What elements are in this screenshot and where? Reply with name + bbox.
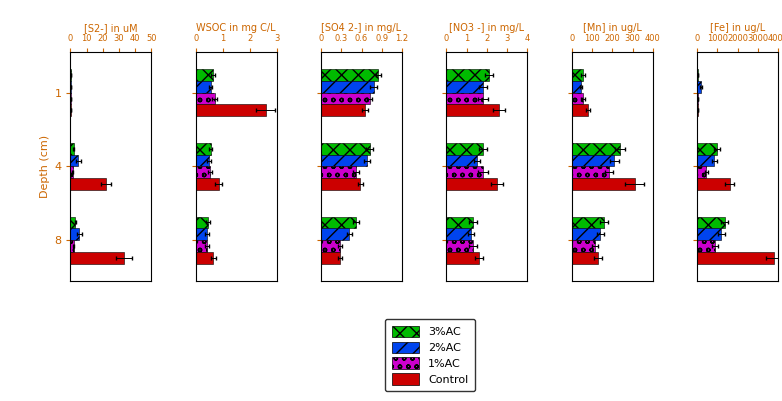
Bar — [70, 178, 106, 190]
Bar — [572, 217, 604, 228]
Bar — [698, 252, 774, 264]
Bar — [447, 69, 489, 81]
Bar — [447, 240, 473, 252]
Bar — [321, 93, 370, 105]
Bar — [196, 217, 208, 228]
Bar — [698, 143, 717, 155]
Bar — [70, 217, 75, 228]
Bar — [447, 217, 473, 228]
Bar — [447, 81, 482, 93]
Bar — [698, 217, 724, 228]
Bar — [447, 166, 482, 178]
Bar — [321, 166, 356, 178]
X-axis label: [Mn] in ug/L: [Mn] in ug/L — [583, 23, 642, 33]
Bar — [70, 81, 71, 93]
Bar — [321, 155, 367, 166]
Bar — [321, 240, 340, 252]
Bar — [447, 178, 497, 190]
Bar — [698, 155, 715, 166]
Bar — [70, 69, 71, 81]
Bar — [196, 143, 210, 155]
Bar — [70, 155, 78, 166]
Bar — [70, 105, 71, 116]
Bar — [572, 252, 598, 264]
Bar — [698, 81, 701, 93]
Bar — [70, 240, 74, 252]
Legend: 3%AC, 2%AC, 1%AC, Control: 3%AC, 2%AC, 1%AC, Control — [385, 319, 475, 391]
Bar — [70, 166, 73, 178]
Bar — [321, 81, 374, 93]
Bar — [196, 81, 210, 93]
Bar — [321, 217, 356, 228]
Bar — [698, 166, 706, 178]
Bar — [196, 228, 207, 240]
Bar — [572, 155, 615, 166]
Bar — [321, 105, 365, 116]
Bar — [447, 143, 482, 155]
Bar — [698, 178, 730, 190]
Bar — [321, 252, 340, 264]
Bar — [572, 93, 583, 105]
Bar — [572, 143, 620, 155]
Bar — [196, 93, 214, 105]
Bar — [572, 228, 600, 240]
Bar — [196, 240, 207, 252]
Bar — [447, 105, 499, 116]
Bar — [70, 228, 79, 240]
Bar — [196, 166, 210, 178]
Bar — [196, 105, 266, 116]
Bar — [321, 69, 378, 81]
Bar — [70, 252, 124, 264]
X-axis label: [NO3 -] in mg/L: [NO3 -] in mg/L — [450, 23, 525, 33]
Bar — [321, 143, 370, 155]
Y-axis label: Depth (cm): Depth (cm) — [40, 135, 50, 198]
Bar — [321, 228, 350, 240]
Bar — [572, 69, 583, 81]
Bar — [447, 252, 479, 264]
Bar — [196, 178, 219, 190]
X-axis label: [SO4 2-] in mg/L: [SO4 2-] in mg/L — [321, 23, 402, 33]
Bar — [572, 166, 609, 178]
Bar — [572, 81, 581, 93]
Bar — [698, 240, 715, 252]
Bar — [196, 252, 213, 264]
Bar — [698, 228, 722, 240]
Bar — [70, 93, 71, 105]
Bar — [447, 155, 477, 166]
Bar — [70, 143, 74, 155]
Bar — [447, 228, 471, 240]
Bar — [447, 93, 482, 105]
Bar — [572, 240, 595, 252]
X-axis label: WSOC in mg C/L: WSOC in mg C/L — [196, 23, 276, 33]
Bar — [572, 178, 634, 190]
Bar — [196, 69, 213, 81]
Bar — [572, 105, 588, 116]
X-axis label: [S2-] in uM: [S2-] in uM — [84, 23, 138, 33]
Bar — [321, 178, 361, 190]
Bar — [196, 155, 210, 166]
X-axis label: [Fe] in ug/L: [Fe] in ug/L — [710, 23, 766, 33]
